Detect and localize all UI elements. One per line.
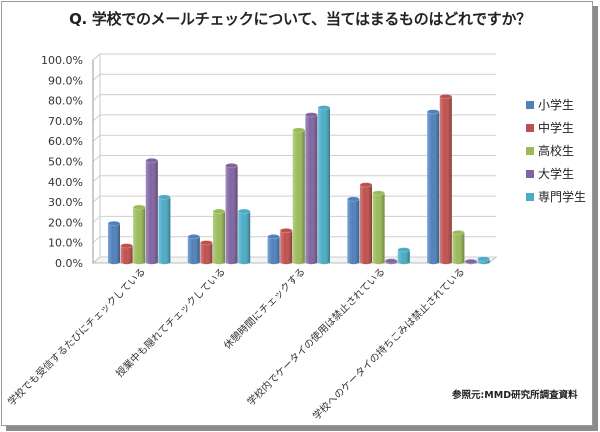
- y-tick-label: 80.0%: [48, 95, 83, 108]
- legend: 小学生 中学生 高校生 大学生 専門学生: [526, 93, 586, 208]
- bar: [267, 234, 280, 265]
- x-tick-label: 学校内でケータイの使用は禁止されている: [244, 265, 387, 408]
- y-tick-label: 20.0%: [48, 216, 83, 229]
- bar: [225, 163, 238, 265]
- bar-group: [267, 105, 331, 265]
- bar: [237, 208, 251, 265]
- bar: [359, 182, 373, 265]
- bar-group: [187, 163, 251, 265]
- bar: [317, 105, 331, 265]
- bar-group: [426, 94, 490, 265]
- bar: [212, 208, 226, 265]
- bar: [187, 234, 201, 265]
- y-tick-label: 0.0%: [55, 257, 83, 270]
- bar: [347, 196, 360, 265]
- legend-swatch-icon: [526, 123, 534, 132]
- bar: [132, 204, 146, 265]
- legend-item-university: 大学生: [526, 162, 586, 185]
- bar-group: [107, 158, 171, 265]
- legend-label: 高校生: [538, 144, 575, 158]
- legend-item-junior-high: 中学生: [526, 116, 586, 139]
- bar: [397, 247, 411, 265]
- legend-label: 専門学生: [538, 190, 587, 204]
- legend-swatch-icon: [526, 100, 534, 109]
- legend-item-high-school: 高校生: [526, 139, 586, 162]
- bar: [452, 230, 465, 265]
- bar: [464, 258, 478, 265]
- y-tick-label: 60.0%: [48, 135, 83, 148]
- bar: [200, 240, 213, 265]
- bar: [145, 158, 159, 265]
- y-tick-label: 100.0%: [41, 54, 83, 67]
- x-tick-label: 学校でも受信するたびにチェックしている: [5, 265, 148, 408]
- legend-item-elementary: 小学生: [526, 93, 586, 116]
- y-tick-label: 90.0%: [48, 74, 83, 87]
- y-tick-label: 30.0%: [48, 196, 83, 209]
- bar: [292, 127, 306, 265]
- y-axis-ticks: 0.0% 10.0% 20.0% 30.0% 40.0% 50.0% 60.0% 70.0% 8…: [41, 54, 83, 270]
- legend-swatch-icon: [526, 146, 534, 155]
- source-note: 参照元:MMD研究所調査資料: [452, 390, 578, 401]
- bar: [426, 109, 440, 265]
- y-tick-label: 10.0%: [48, 237, 83, 250]
- bar: [384, 258, 398, 265]
- bar: [158, 194, 171, 265]
- legend-label: 小学生: [538, 98, 575, 112]
- bar-group: [347, 182, 411, 265]
- y-tick-label: 50.0%: [48, 156, 83, 169]
- legend-label: 中学生: [538, 121, 575, 135]
- bars: [107, 94, 490, 265]
- x-tick-label: 休憩時間にチェックする: [221, 265, 308, 352]
- y-tick-label: 40.0%: [48, 176, 83, 189]
- chart-title: Q. 学校でのメールチェックについて、当てはまるものはどれですか？: [69, 10, 531, 28]
- x-tick-label: 学校へのケータイの持ちこみは禁止されている: [310, 265, 467, 422]
- bar: [120, 243, 133, 265]
- bar: [439, 94, 453, 265]
- bar: [477, 256, 490, 265]
- bar: [279, 228, 293, 265]
- y-tick-label: 70.0%: [48, 115, 83, 128]
- legend-swatch-icon: [526, 169, 534, 178]
- legend-label: 大学生: [538, 167, 575, 181]
- legend-item-vocational: 専門学生: [526, 185, 586, 208]
- legend-swatch-icon: [526, 192, 534, 201]
- bar: [107, 220, 121, 265]
- bar: [372, 190, 385, 265]
- bar: [305, 112, 318, 265]
- x-axis-labels: 学校でも受信するたびにチェックしている授業中も隠れてチェックしている休憩時間にチ…: [5, 265, 468, 422]
